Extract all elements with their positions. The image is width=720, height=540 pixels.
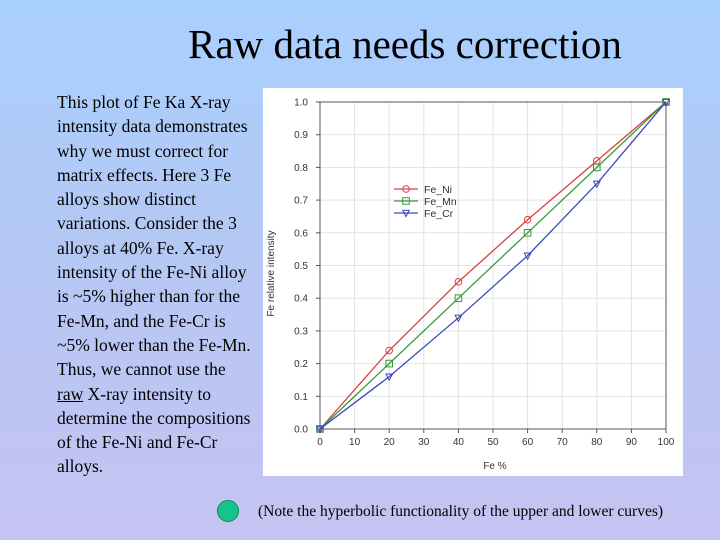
y-axis-label: Fe relative intensity — [266, 230, 277, 316]
x-tick-label-0: 0 — [317, 437, 323, 448]
point-Fe_Mn-2 — [454, 294, 463, 302]
y-tick-label-2: 0.2 — [294, 359, 308, 370]
x-tick-label-9: 90 — [626, 437, 638, 448]
series-line-Fe_Mn — [319, 101, 667, 430]
point-Fe_Ni-3 — [523, 215, 532, 224]
series-line-Fe_Ni — [319, 101, 667, 430]
x-tick-label-6: 60 — [522, 437, 534, 448]
point-Fe_Cr-4 — [592, 180, 601, 189]
point-Fe_Cr-3 — [523, 252, 532, 261]
point-Fe_Ni-2 — [454, 278, 463, 286]
slide-title: Raw data needs correction — [188, 21, 622, 67]
y-tick-label-4: 0.4 — [294, 294, 308, 305]
point-Fe_Cr-1 — [385, 373, 394, 382]
chart-panel: 0 10 20 30 40 50 60 70 80 90 100 0.0 0.1 0.2 0.3 0.4 0.5… — [263, 88, 683, 476]
point-Fe_Cr-2 — [454, 314, 463, 323]
y-tick-label-6: 0.6 — [294, 228, 308, 239]
x-tick-label-8: 80 — [591, 437, 603, 448]
x-tick-label-5: 50 — [487, 437, 499, 448]
y-tick-label-5: 0.5 — [294, 261, 308, 272]
body-text-underlined-word: raw — [57, 383, 84, 404]
legend-marker-Fe_Ni — [402, 185, 410, 193]
y-tick-label-7: 0.7 — [294, 196, 308, 207]
footnote: (Note the hyperbolic functionality of th… — [258, 503, 664, 520]
series-line-Fe_Cr — [319, 101, 667, 430]
legend-marker-Fe_Cr — [401, 209, 411, 218]
x-tick-label-1: 10 — [349, 437, 361, 448]
legend-label-Fe_Mn: Fe_Mn — [424, 196, 457, 208]
y-tick-label-3: 0.3 — [294, 326, 308, 337]
y-tick-label-1: 0.1 — [294, 392, 308, 403]
x-tick-label-10: 100 — [658, 437, 675, 448]
legend-label-Fe_Ni: Fe_Ni — [424, 184, 452, 196]
x-tick-label-3: 30 — [418, 437, 430, 448]
point-Fe_Cr-5 — [661, 98, 671, 107]
legend-label-Fe_Cr: Fe_Cr — [424, 208, 454, 220]
point-Fe_Ni-1 — [385, 346, 393, 355]
point-Fe_Mn-4 — [593, 163, 601, 172]
body-text-part-3: X-ray intensity to determine the composi… — [57, 383, 251, 477]
y-tick-label-8: 0.8 — [294, 163, 308, 174]
x-tick-label-4: 40 — [453, 437, 465, 448]
x-tick-label-2: 20 — [384, 437, 396, 448]
x-tick-label-7: 70 — [557, 437, 569, 448]
y-tick-label-0: 0.0 — [294, 425, 308, 436]
slide-body-text: This plot of Fe Ka X-ray intensity data … — [57, 90, 255, 479]
fe-intensity-chart: 0 10 20 30 40 50 60 70 80 90 100 0.0 0.1 0.2 0.3 0.4 0.5… — [266, 98, 675, 473]
x-axis-label: Fe % — [483, 461, 506, 472]
legend-marker-Fe_Mn — [402, 197, 410, 205]
point-Fe_Mn-3 — [523, 229, 532, 237]
green-dot-bullet — [217, 500, 239, 522]
body-text-part-1: This plot of Fe Ka X-ray intensity data … — [57, 92, 251, 380]
y-tick-label-10: 1.0 — [294, 98, 308, 109]
point-Fe_Cr-0 — [315, 425, 325, 434]
y-tick-label-9: 0.9 — [294, 130, 308, 141]
point-Fe_Mn-1 — [385, 359, 394, 368]
